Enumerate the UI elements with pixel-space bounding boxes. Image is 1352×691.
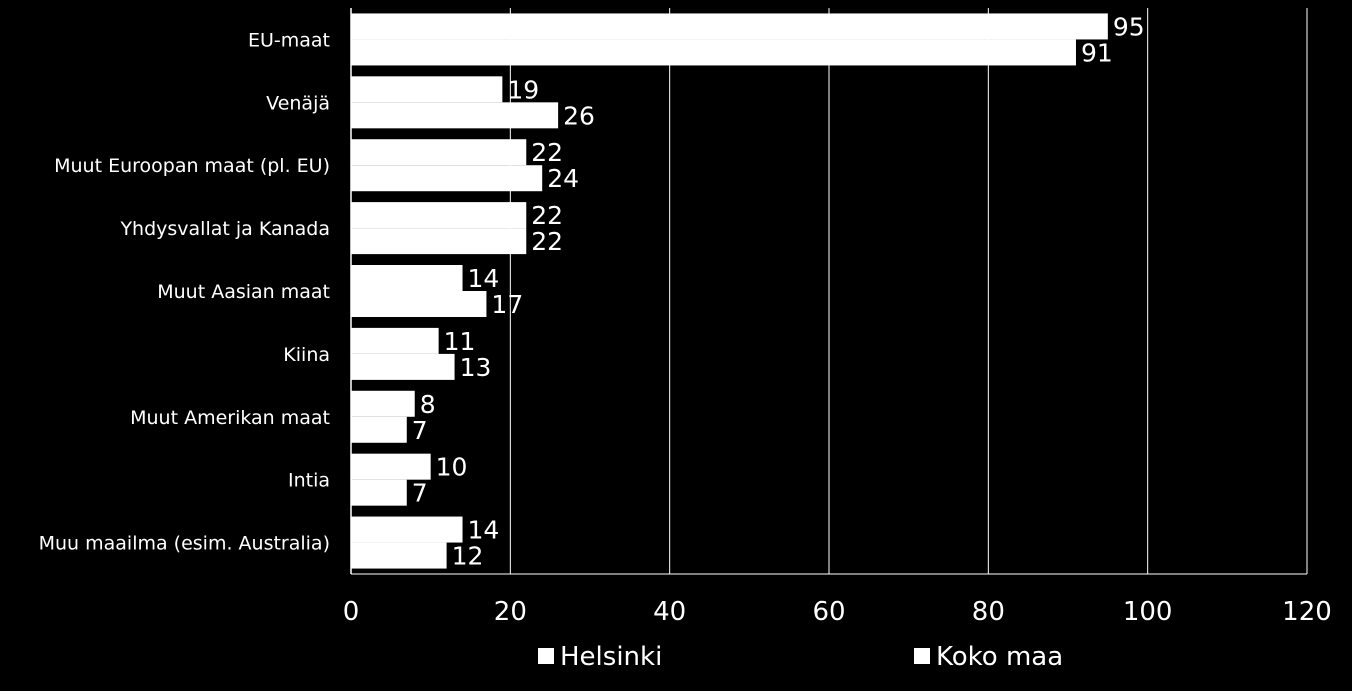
- data-label: 22: [531, 227, 563, 256]
- x-tick-label: 120: [1282, 597, 1332, 627]
- legend-label: Helsinki: [560, 642, 662, 672]
- data-label: 22: [531, 138, 563, 167]
- x-tick-label: 80: [972, 597, 1005, 627]
- category-label: Muu maailma (esim. Australia): [39, 533, 330, 555]
- bar-koko-maa: [351, 416, 407, 443]
- x-tick-label: 0: [343, 597, 360, 627]
- data-label: 7: [412, 479, 428, 508]
- legend-swatch: [914, 648, 930, 664]
- x-tick-label: 100: [1123, 597, 1173, 627]
- x-tick-label: 60: [812, 597, 845, 627]
- category-label: Intia: [288, 470, 330, 492]
- bar-koko-maa: [351, 228, 527, 255]
- category-label: Muut Amerikan maat: [130, 407, 330, 429]
- category-label: Venäjä: [266, 92, 330, 114]
- data-label: 19: [507, 75, 539, 104]
- bar-helsinki: [351, 327, 439, 354]
- x-tick-label: 40: [653, 597, 686, 627]
- legend: Helsinki Koko maa: [538, 642, 1063, 672]
- data-label: 10: [436, 453, 468, 482]
- bar-helsinki: [351, 265, 463, 291]
- category-label: Muut Euroopan maat (pl. EU): [54, 155, 330, 177]
- bar-helsinki: [351, 202, 527, 229]
- data-label: 26: [563, 101, 595, 130]
- category-label: Muut Aasian maat: [157, 281, 330, 303]
- data-label: 7: [412, 416, 428, 445]
- category-label: EU-maat: [248, 29, 330, 51]
- data-label: 95: [1113, 12, 1145, 41]
- bar-koko-maa: [351, 102, 559, 129]
- data-label: 13: [460, 353, 492, 382]
- bar-koko-maa: [351, 165, 543, 192]
- data-label: 91: [1081, 38, 1113, 67]
- data-label: 8: [420, 390, 436, 419]
- data-label: 11: [444, 327, 476, 356]
- data-label: 17: [491, 290, 523, 319]
- data-label: 24: [547, 164, 579, 193]
- data-label: 14: [468, 264, 500, 293]
- legend-label: Koko maa: [936, 642, 1063, 672]
- category-label: Yhdysvallat ja Kanada: [119, 218, 330, 240]
- bar-helsinki: [351, 516, 463, 543]
- bar-helsinki: [351, 139, 527, 166]
- bar-helsinki: [351, 453, 431, 480]
- bar-koko-maa: [351, 291, 487, 317]
- x-tick-labels: 0 20 40 60 80 100 120: [343, 597, 1332, 627]
- bars: [351, 13, 1108, 569]
- bar-koko-maa: [351, 353, 455, 380]
- data-label: 22: [531, 201, 563, 230]
- bar-koko-maa: [351, 39, 1076, 66]
- bar-koko-maa: [351, 479, 407, 506]
- category-labels: EU-maat Venäjä Muut Euroopan maat (pl. EU)…: [39, 29, 330, 554]
- bar-helsinki: [351, 76, 503, 103]
- data-label: 14: [468, 516, 500, 545]
- x-tick-label: 20: [494, 597, 527, 627]
- bar-koko-maa: [351, 542, 447, 569]
- data-label: 12: [452, 542, 484, 571]
- legend-swatch: [538, 648, 554, 664]
- bar-helsinki: [351, 390, 415, 417]
- bar-helsinki: [351, 13, 1108, 40]
- category-label: Kiina: [283, 344, 330, 366]
